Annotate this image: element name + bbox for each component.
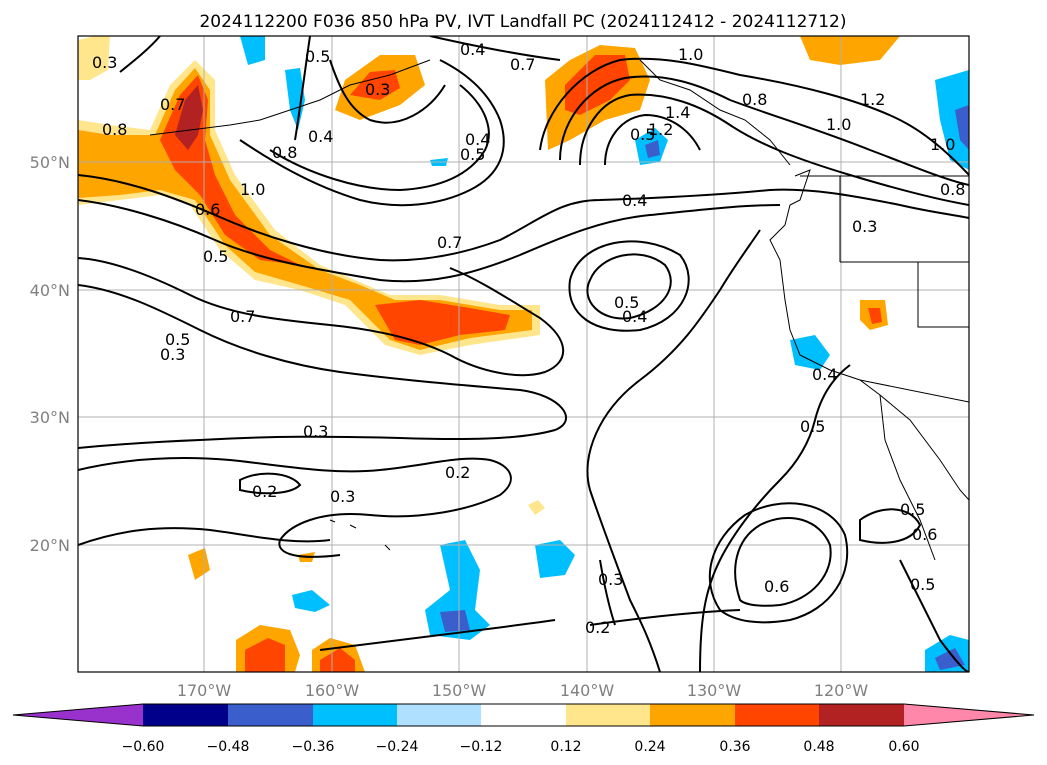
colorbar-tick: 0.36 [719,739,750,755]
colorbar [12,703,1035,727]
contour-label: 0.5 [305,47,330,66]
lon-label: 160°W [305,681,360,700]
contour-label: 1.2 [648,120,673,139]
contour-label: 0.5 [800,417,825,436]
colorbar-tick: −0.60 [122,739,165,755]
contour-label: 0.5 [203,247,228,266]
colorbar-tick-labels: −0.60 −0.48 −0.36 −0.24 −0.12 0.12 0.24 … [122,739,920,755]
latitude-labels: 50°N 40°N 30°N 20°N [30,153,70,555]
contour-label: 1.4 [665,103,690,122]
colorbar-tick: 0.48 [803,739,834,755]
contour-label: 0.8 [272,143,297,162]
colorbar-segment [566,704,650,726]
lon-label: 130°W [687,681,742,700]
lon-label: 120°W [814,681,869,700]
colorbar-extend-left [13,704,143,726]
contour-label: 0.7 [230,307,255,326]
contour-label: 0.5 [910,575,935,594]
gridlines [78,36,969,672]
negative-shading [240,36,969,672]
contour-label: 0.3 [852,217,877,236]
colorbar-outline [12,703,1035,727]
colorbar-segment [650,704,735,726]
contour-label: 0.6 [195,200,220,219]
contour-label: 0.8 [742,90,767,109]
contour-label: 0.3 [598,570,623,589]
colorbar-segment [819,704,904,726]
contour-label: 0.4 [622,307,647,326]
colorbar-segment [313,704,397,726]
contour-label: 0.3 [92,53,117,72]
contour-label: 0.8 [102,120,127,139]
colorbar-tick: 0.12 [550,739,581,755]
map-frame [77,35,970,673]
contour-label: 0.4 [465,130,490,149]
contour-label: 0.5 [165,330,190,349]
colorbar-tick: 0.24 [634,739,665,755]
map-title: 2024112200 F036 850 hPa PV, IVT Landfall… [199,12,846,32]
pv-contours [78,36,969,672]
colorbar-tick: −0.48 [207,739,250,755]
colorbar-segment [397,704,481,726]
contour-label: 0.6 [764,577,789,596]
colorbar-tick: 0.60 [888,739,919,755]
contour-label: 0.3 [330,487,355,506]
lat-label: 50°N [30,153,70,172]
contour-label: 0.5 [460,145,485,164]
contour-label: 0.4 [460,40,485,59]
lat-label: 30°N [30,408,70,427]
positive-shading [78,36,900,672]
contour-label-group: 0.7 0.8 0.6 0.5 0.7 0.5 0.3 0.4 0.8 1.0 … [92,40,965,637]
contour-label: 0.7 [437,233,462,252]
contour-label: 0.7 [160,95,185,114]
colorbar-tick: −0.12 [460,739,503,755]
contour-label: 1.0 [240,180,265,199]
contour-label: 0.4 [812,365,837,384]
lat-label: 20°N [30,536,70,555]
colorbar-segment [228,704,313,726]
colorbar-segment [735,704,819,726]
coastlines [149,59,969,561]
contour-label: 1.2 [860,90,885,109]
contour-label: 0.7 [510,55,535,74]
contour-label: 0.4 [308,127,333,146]
contour-label: 1.0 [826,115,851,134]
contour-label: 0.5 [630,125,655,144]
contour-label: 0.8 [940,180,965,199]
colorbar-tick: −0.24 [376,739,419,755]
contour-label: 0.5 [900,500,925,519]
contour-label: 0.2 [585,618,610,637]
colorbar-segment [143,704,228,726]
lat-label: 40°N [30,281,70,300]
longitude-labels: 170°W 160°W 150°W 140°W 130°W 120°W [177,681,869,700]
contour-label: 0.4 [622,191,647,210]
lon-label: 170°W [177,681,232,700]
colorbar-tick: −0.36 [292,739,335,755]
lon-label: 150°W [432,681,487,700]
colorbar-segment [481,704,566,726]
contour-label: 0.3 [160,345,185,364]
contour-label: 0.5 [614,293,639,312]
contour-label: 0.2 [445,463,470,482]
contour-label: 0.3 [365,80,390,99]
contour-label: 0.2 [252,482,277,501]
contour-label: 1.0 [678,45,703,64]
contour-label: 1.0 [930,135,955,154]
colorbar-extend-right [904,704,1034,726]
lon-label: 140°W [560,681,615,700]
contour-label: 0.3 [303,422,328,441]
contour-label: 0.6 [912,525,937,544]
